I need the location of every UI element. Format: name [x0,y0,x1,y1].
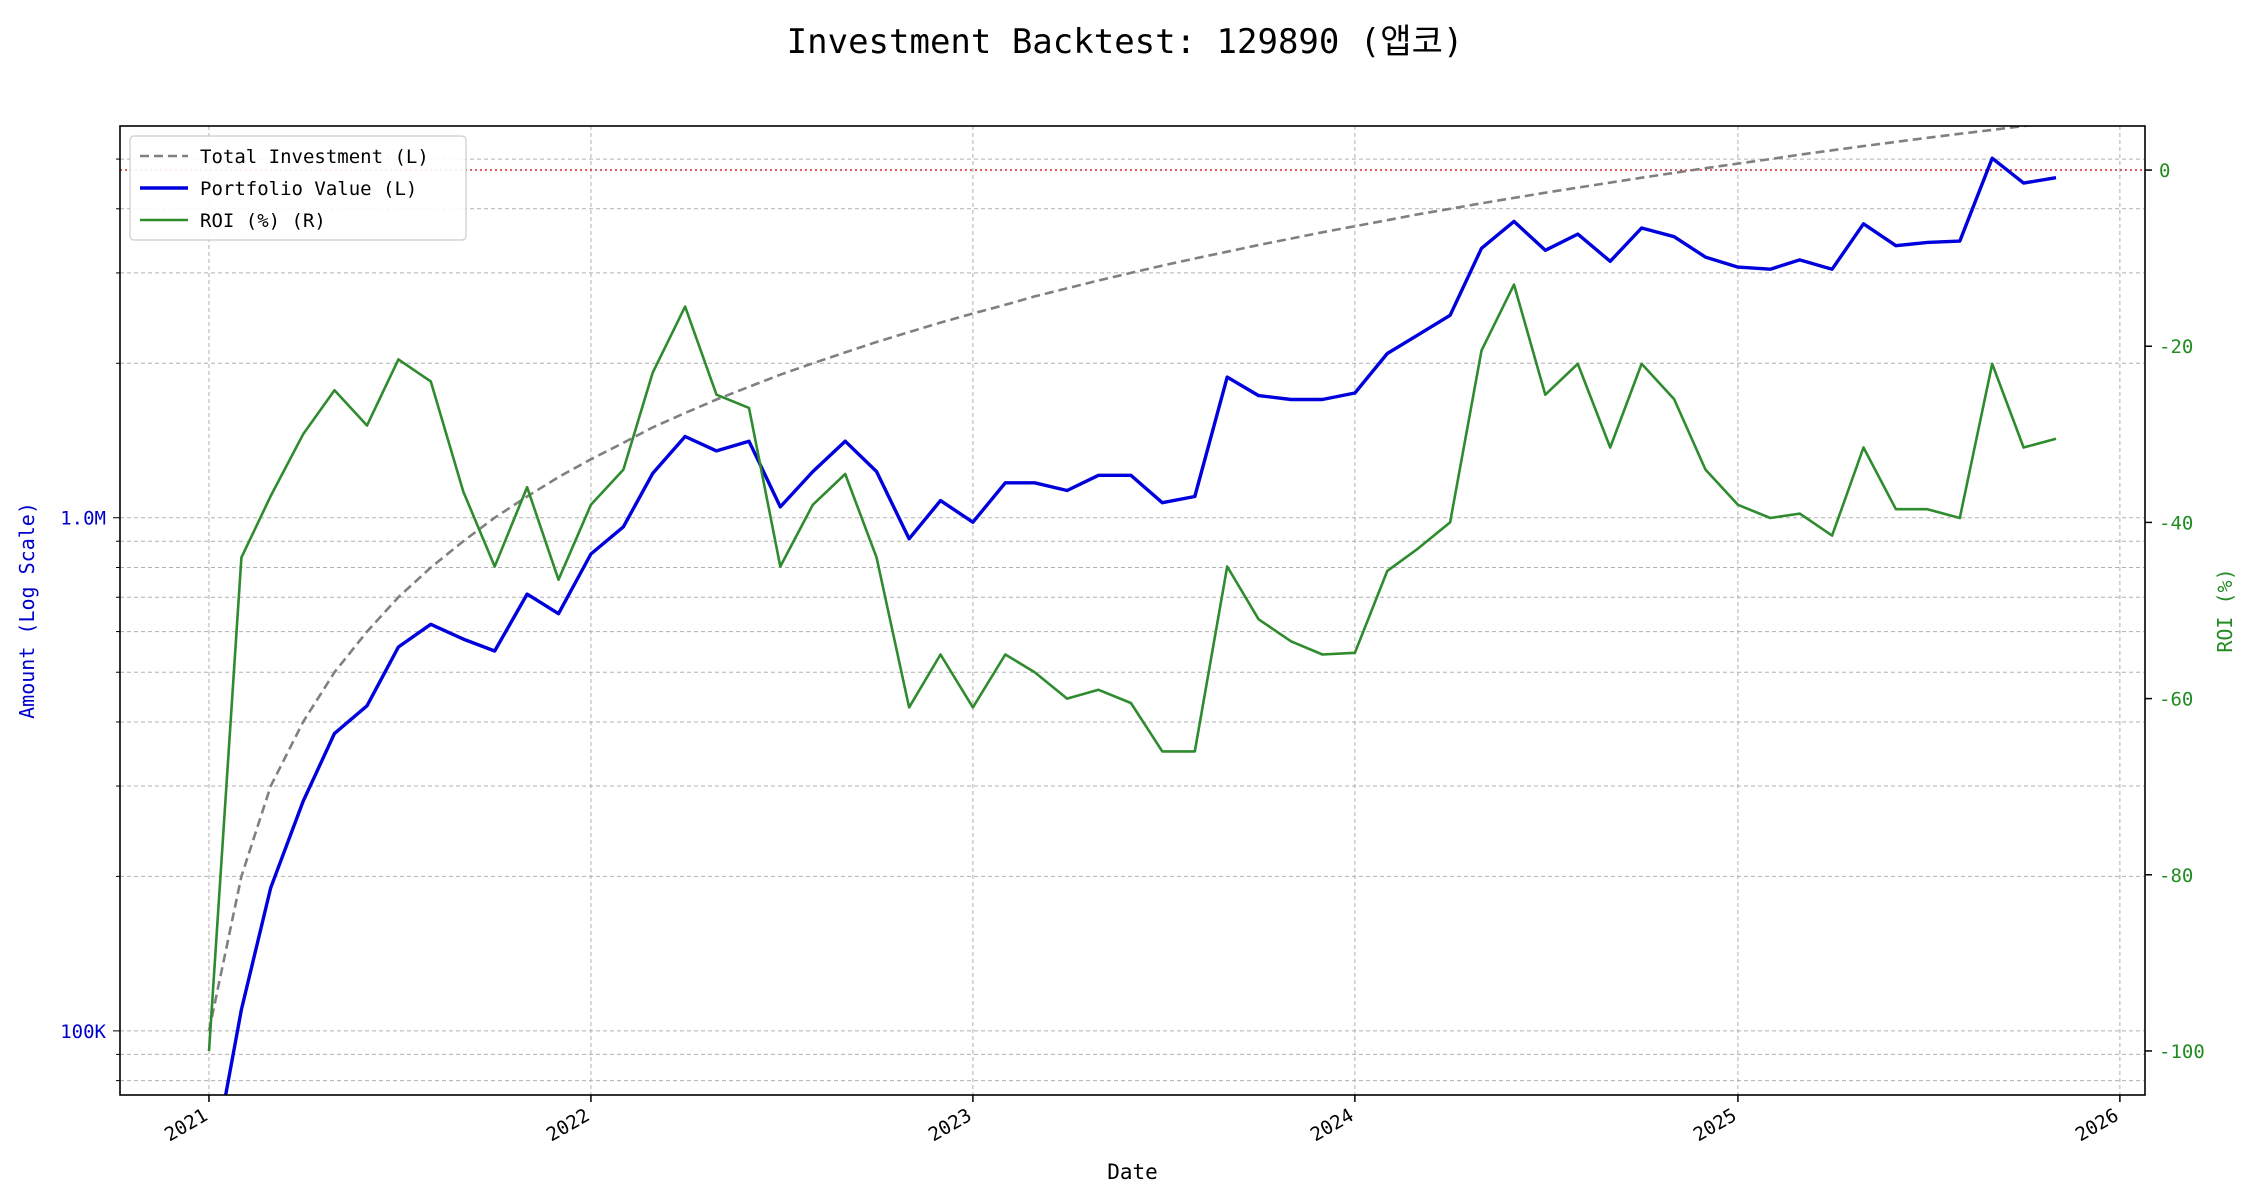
legend-label: Total Investment (L) [200,146,429,168]
total-investment-line [207,126,2035,1032]
x-tick-label: 2023 [925,1104,976,1146]
x-axis-label: Date [1107,1160,1158,1184]
x-tick-label: 2026 [2072,1104,2123,1146]
roi-line [207,283,2057,1052]
portfolio-value-line [223,156,2057,1095]
y-left-tick-label: 1.0M [60,508,106,530]
chart-title: Investment Backtest: 129890 (앱코) [786,22,1464,62]
y-right-tick-label: -40 [2159,512,2193,534]
x-tick-label: 2022 [543,1104,594,1146]
x-tick-label: 2021 [161,1104,212,1146]
y-right-tick-label: -60 [2159,689,2193,711]
legend-label: ROI (%) (R) [200,210,326,232]
y-right-tick-label: -100 [2159,1041,2205,1063]
y-right-tick-label: -80 [2159,865,2193,887]
y-right-axis-label: ROI (%) [2213,568,2237,652]
x-tick-label: 2024 [1307,1104,1358,1146]
y-right-tick-label: 0 [2159,160,2170,182]
y-right-tick-label: -20 [2159,336,2193,358]
legend-label: Portfolio Value (L) [200,178,417,200]
plot-frame [119,125,2146,1096]
x-tick-label: 2025 [1690,1104,1741,1146]
legend-box [129,135,467,241]
y-left-tick-label: 100K [60,1021,106,1043]
y-left-axis-label: Amount (Log Scale) [15,502,39,719]
